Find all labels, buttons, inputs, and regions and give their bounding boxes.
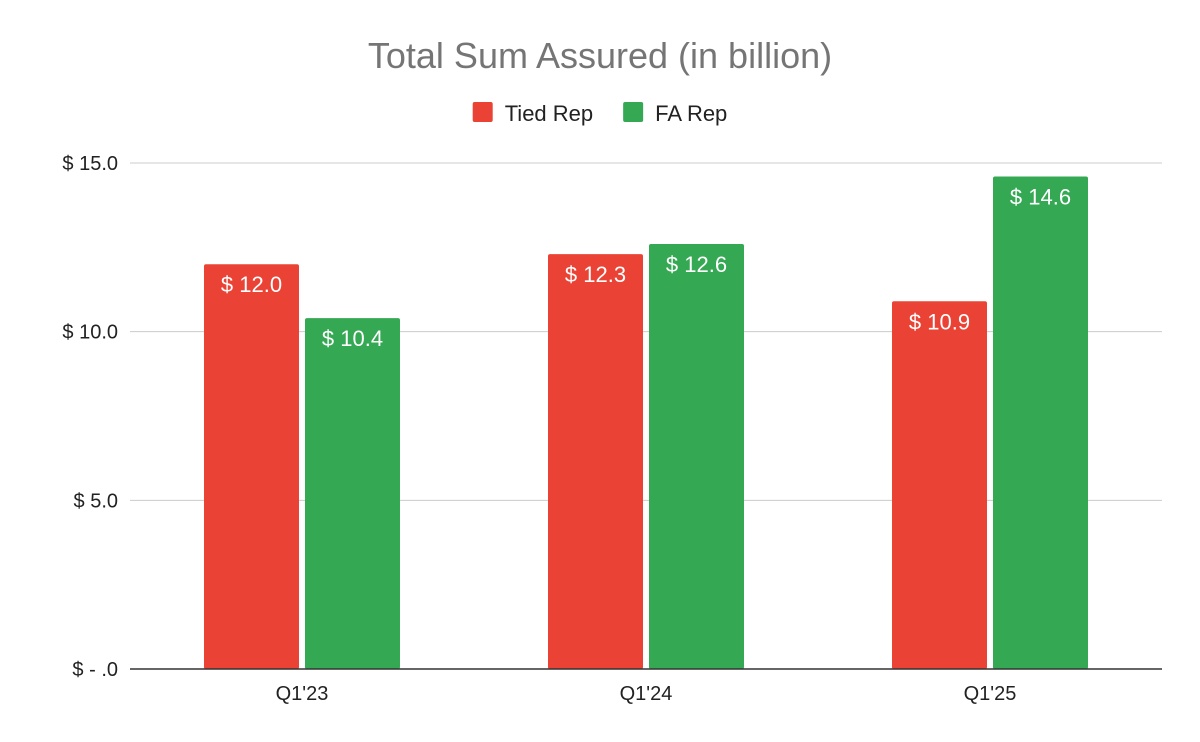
bar-fa-rep-q124 (649, 243, 744, 669)
bar-tied-rep-q123 (204, 264, 299, 669)
x-tick-label: Q1'24 (620, 683, 673, 705)
legend-swatch (472, 102, 493, 122)
data-label: $ 12.0 (221, 272, 282, 297)
x-tick-label: Q1'23 (276, 683, 329, 705)
legend-swatch (623, 102, 644, 122)
bar-fa-rep-q125 (993, 176, 1088, 669)
bars: $ 12.0 $ 10.4 $ 12.3 $ 12.6 $ 10.9 $ 14.6 (204, 176, 1088, 669)
y-tick-label: $ 10.0 (62, 322, 118, 344)
bar-fa-rep-q123 (305, 318, 400, 669)
legend: Tied Rep FA Rep (472, 101, 727, 126)
legend-label: FA Rep (655, 101, 727, 126)
data-label: $ 14.6 (1010, 184, 1071, 209)
y-tick-label: $ 15.0 (62, 153, 118, 175)
x-tick-label: Q1'25 (964, 683, 1017, 705)
gridlines (130, 162, 1162, 501)
data-label: $ 12.6 (666, 252, 727, 277)
y-tick-label: $ 5.0 (74, 490, 118, 512)
data-label: $ 10.9 (909, 309, 970, 334)
data-label: $ 10.4 (322, 326, 383, 351)
legend-label: Tied Rep (505, 101, 593, 126)
y-axis: $ - .0 $ 5.0 $ 10.0 $ 15.0 (62, 153, 118, 681)
chart-title: Total Sum Assured (in billion) (368, 35, 832, 76)
bar-tied-rep-q124 (548, 254, 643, 669)
y-tick-label: $ - .0 (72, 659, 118, 681)
bar-tied-rep-q125 (892, 301, 987, 669)
x-axis: Q1'23 Q1'24 Q1'25 (130, 668, 1162, 705)
data-label: $ 12.3 (565, 262, 626, 287)
